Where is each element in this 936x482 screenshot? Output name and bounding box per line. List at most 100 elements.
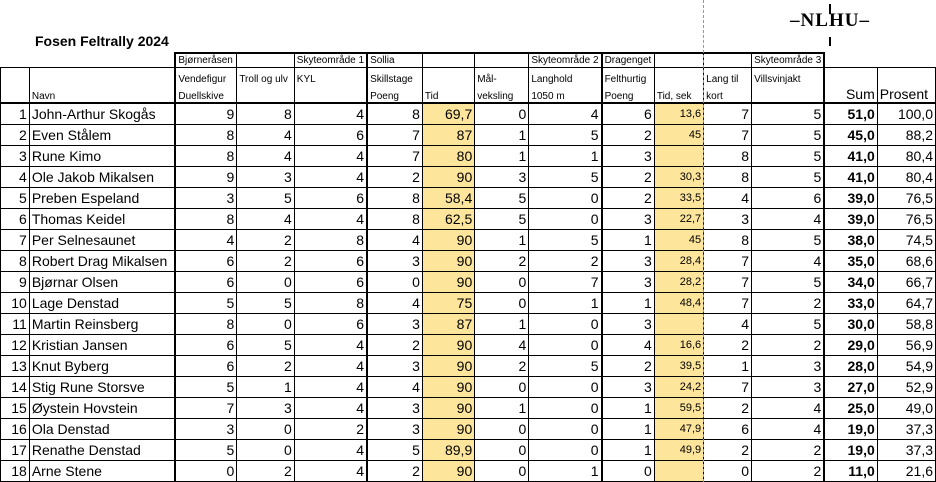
cell-malveksling: 0	[474, 376, 530, 398]
cell-lang-til-kort: 1	[703, 355, 753, 377]
cell-felthurtig-poeng: 3	[601, 271, 655, 293]
header-1050m: 1050 m	[528, 85, 603, 104]
cell-prosent: 100,0	[876, 102, 936, 125]
cell-felthurtig-poeng: 1	[601, 292, 655, 314]
cell-skillstage-poeng: 2	[366, 166, 423, 188]
cell-tid-sek: 45	[653, 229, 705, 251]
cell-skillstage-poeng: 8	[366, 208, 423, 230]
cell-langhold: 1	[528, 292, 603, 314]
cell-name: Bjørnar Olsen	[28, 271, 176, 293]
cell-prosent: 74,5	[876, 229, 936, 251]
cell-malveksling: 2	[474, 355, 530, 377]
cell-villsvinjakt: 5	[751, 166, 826, 188]
cell-kyl: 6	[293, 187, 369, 209]
cell-langhold: 0	[528, 397, 603, 419]
table-row: 5 Preben Espeland 3 5 6 8 58,4 5 0 2 33,5 4 6 39,0 76,…	[0, 187, 936, 209]
table-row: 8 Robert Drag Mikalsen 6 2 6 3 90 2 2 3 28,4 7 4 35,0…	[0, 250, 936, 272]
cell-sum: 34,0	[823, 271, 878, 293]
cell-tid: 87	[421, 124, 476, 146]
header-skillstage: Skillstage	[366, 67, 423, 85]
cell-name: Robert Drag Mikalsen	[28, 250, 176, 272]
cell-troll-og-ulv: 0	[236, 313, 295, 335]
cell-troll-og-ulv: 5	[236, 334, 295, 356]
cell-rank: 5	[0, 187, 30, 209]
cell-tid-sek: 28,4	[653, 250, 705, 272]
cell-felthurtig-poeng: 2	[601, 124, 655, 146]
cell-malveksling: 2	[474, 250, 530, 272]
cell-lang-til-kort: 7	[703, 250, 753, 272]
cell-vendefigur: 8	[174, 145, 238, 167]
cell-malveksling: 0	[474, 439, 530, 461]
cell-skillstage-poeng: 0	[366, 271, 423, 293]
cell-rank: 13	[0, 355, 30, 377]
cell-prosent: 76,5	[876, 187, 936, 209]
cell-skillstage-poeng: 4	[366, 292, 423, 314]
cell-langhold: 0	[528, 376, 603, 398]
cell-sum: 39,0	[823, 187, 878, 209]
cell-prosent: 37,3	[876, 418, 936, 440]
cell-villsvinjakt: 3	[751, 376, 826, 398]
cell-villsvinjakt: 3	[751, 355, 826, 377]
cell-lang-til-kort: 2	[703, 334, 753, 356]
cell-villsvinjakt: 5	[751, 229, 826, 251]
cell-name: Knut Byberg	[28, 355, 176, 377]
cell-felthurtig-poeng: 1	[601, 229, 655, 251]
cell-lang-til-kort: 7	[703, 271, 753, 293]
cell-tid: 90	[421, 166, 476, 188]
cell-tid-sek: 47,9	[653, 418, 705, 440]
cell-malveksling: 0	[474, 271, 530, 293]
cell-tid: 80	[421, 145, 476, 167]
cell-villsvinjakt: 5	[751, 271, 826, 293]
cell-malveksling: 0	[474, 102, 530, 125]
cell-prosent: 52,9	[876, 376, 936, 398]
cell-name: Martin Reinsberg	[28, 313, 176, 335]
cell-vendefigur: 4	[174, 229, 238, 251]
cell-kyl: 4	[293, 208, 369, 230]
cell-rank: 4	[0, 166, 30, 188]
cell-malveksling: 0	[474, 292, 530, 314]
header-sum: Sum	[823, 85, 878, 104]
cell-lang-til-kort: 7	[703, 292, 753, 314]
cell-sum: 33,0	[823, 292, 878, 314]
cell-name: Rune Kimo	[28, 145, 176, 167]
cell-kyl: 4	[293, 334, 369, 356]
cell-kyl: 4	[293, 460, 369, 482]
cell-felthurtig-poeng: 3	[601, 208, 655, 230]
cell-lang-til-kort: 7	[703, 376, 753, 398]
cell-troll-og-ulv: 0	[236, 418, 295, 440]
cell-tid: 58,4	[421, 187, 476, 209]
cell-skillstage-poeng: 7	[366, 145, 423, 167]
cell-kyl: 4	[293, 355, 369, 377]
group-area-2: Skyteområde 2	[528, 52, 603, 68]
group-dragenget: Dragenget	[601, 52, 655, 68]
cell-felthurtig-poeng: 3	[601, 145, 655, 167]
cell-name: Kristian Jansen	[28, 334, 176, 356]
cell-lang-til-kort: 2	[703, 397, 753, 419]
cell-langhold: 1	[528, 145, 603, 167]
cell-tid-sek: 49,9	[653, 439, 705, 461]
cell-sum: 38,0	[823, 229, 878, 251]
cell-villsvinjakt: 2	[751, 460, 826, 482]
cell-malveksling: 1	[474, 145, 530, 167]
cell-villsvinjakt: 2	[751, 334, 826, 356]
cell-skillstage-poeng: 8	[366, 102, 423, 125]
cell-sum: 41,0	[823, 166, 878, 188]
cell-villsvinjakt: 6	[751, 187, 826, 209]
cell-sum: 28,0	[823, 355, 878, 377]
header-navn: Navn	[28, 85, 176, 104]
cell-rank: 14	[0, 376, 30, 398]
cell-troll-og-ulv: 4	[236, 124, 295, 146]
cell-kyl: 4	[293, 439, 369, 461]
cell-kyl: 8	[293, 229, 369, 251]
cell-langhold: 0	[528, 208, 603, 230]
cell-tid-sek	[653, 313, 705, 335]
cell-prosent: 68,6	[876, 250, 936, 272]
cell-lang-til-kort: 7	[703, 102, 753, 125]
cell-tid: 90	[421, 397, 476, 419]
cell-vendefigur: 7	[174, 397, 238, 419]
cell-lang-til-kort: 0	[703, 460, 753, 482]
cell-malveksling: 1	[474, 313, 530, 335]
cell-langhold: 5	[528, 124, 603, 146]
cell-prosent: 56,9	[876, 334, 936, 356]
cell-vendefigur: 8	[174, 313, 238, 335]
